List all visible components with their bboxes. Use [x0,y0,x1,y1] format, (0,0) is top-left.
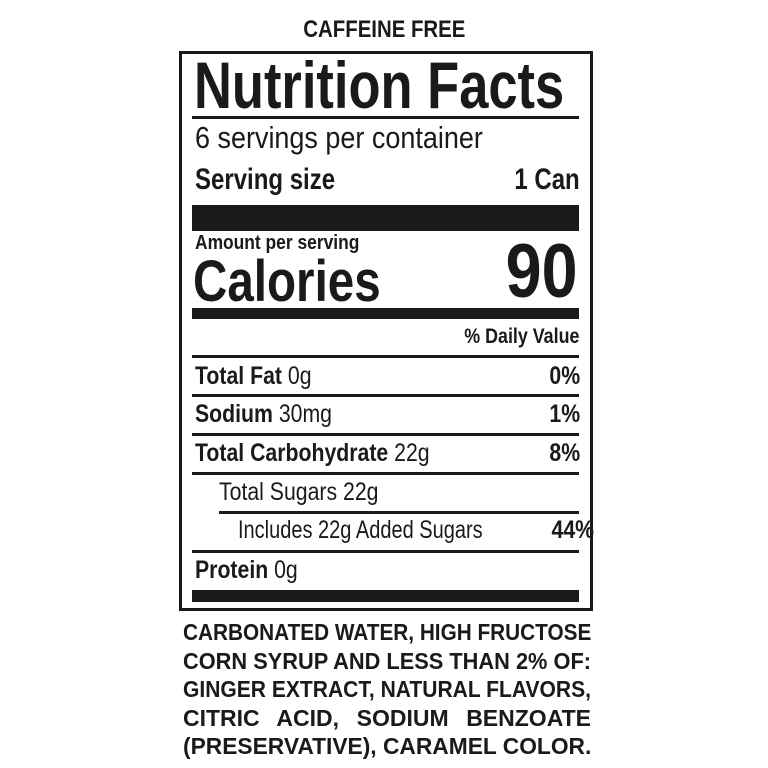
thick-divider [192,205,579,231]
ingredients-line: CORN SYRUP AND LESS THAN 2% OF: [183,647,591,674]
nutrition-facts-title: Nutrition Facts [194,48,660,122]
nutrient-name: Total Sugars 22g [219,478,379,506]
amount-per-serving: Amount per serving [195,233,384,254]
nutrient-amount: 0g [274,556,298,584]
calories-label: Calories [193,249,422,314]
divider [192,433,579,436]
nutrient-row-sodium: Sodium 30mg 1% [195,399,580,429]
nutrient-amount: 30mg [278,400,332,428]
calories-value: 90 [493,229,578,314]
daily-value-text: % Daily Value [463,325,579,348]
nutrient-amount: 22g [394,439,430,467]
servings-text: 6 servings per container [195,120,483,155]
nutrient-name: Total Carbohydrate [195,439,389,467]
caffeine-free-note: CAFFEINE FREE [0,16,768,44]
nutrient-row-added-sugars: Includes 22g Added Sugars 44% [238,515,594,545]
servings-per-container: 6 servings per container [195,121,526,155]
title-text: Nutrition Facts [194,48,565,122]
serving-size-label: Serving size [195,163,336,196]
ingredients-line: CARBONATED WATER, HIGH FRUCTOSE [183,619,592,645]
serving-size-value: 1 Can [514,163,580,196]
ingredients-line: GINGER EXTRACT, NATURAL FLAVORS, [183,676,591,702]
ingredients-line: (PRESERVATIVE), CARAMEL COLOR. [183,733,592,759]
daily-value-header: % Daily Value [444,325,579,349]
nutrient-row-total-fat: Total Fat 0g 0% [195,361,580,391]
nutrient-dv: 8% [549,439,580,467]
nutrient-name: Total Fat [195,362,282,390]
divider [219,511,579,514]
serving-size-row: Serving size 1 Can [195,165,580,195]
calories-label-text: Calories [193,249,381,314]
nutrition-facts-panel [179,51,593,611]
nutrient-row-total-carbohydrate: Total Carbohydrate 22g 8% [195,438,580,468]
thick-divider [192,590,579,602]
nutrient-name: Sodium [195,400,273,428]
divider [192,472,579,475]
ingredients-list: CARBONATED WATER, HIGH FRUCTOSE CORN SYR… [183,618,591,761]
nutrient-row-total-sugars: Total Sugars 22g [219,477,580,507]
ingredients-line: CITRIC ACID, SODIUM BENZOATE [183,704,591,731]
nutrient-dv: 44% [551,516,594,544]
nutrient-row-protein: Protein 0g [195,555,580,585]
divider [192,116,579,119]
amount-per-serving-text: Amount per serving [195,232,360,254]
calories-value-text: 90 [506,229,578,314]
caffeine-free-text: CAFFEINE FREE [302,16,466,43]
nutrient-dv: 0% [549,362,580,390]
nutrient-name: Includes 22g Added Sugars [238,516,483,544]
divider [192,355,579,358]
divider [192,550,579,553]
medium-divider [192,308,579,319]
nutrient-name: Protein [195,556,269,584]
divider [192,394,579,397]
nutrient-dv: 1% [549,400,580,428]
nutrient-amount: 0g [287,362,312,390]
